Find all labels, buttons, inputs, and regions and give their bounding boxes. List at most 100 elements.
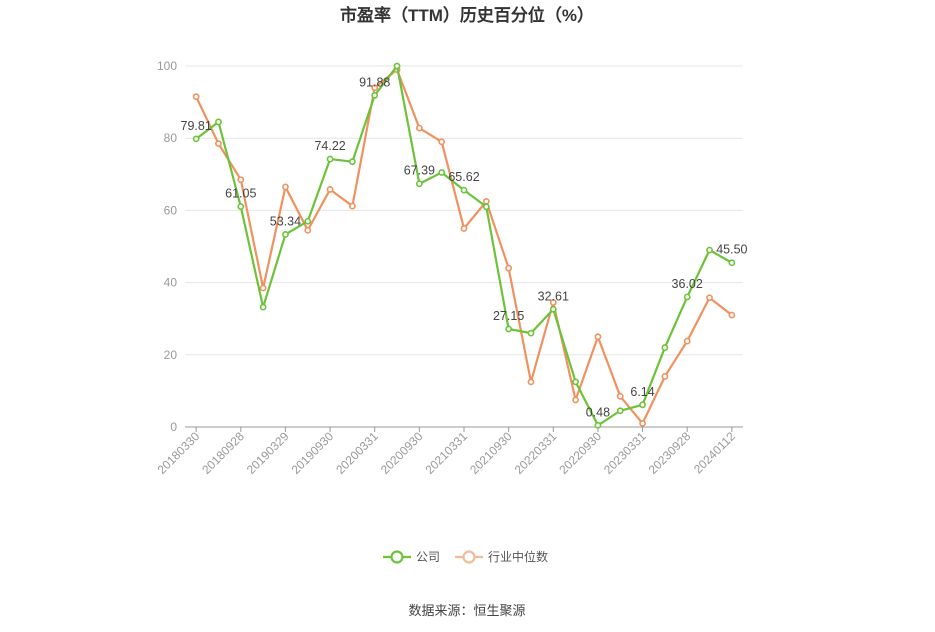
y-tick-label: 60 <box>164 203 178 217</box>
legend-marker <box>462 550 476 564</box>
data-point[interactable] <box>259 303 267 311</box>
data-point[interactable] <box>215 118 222 126</box>
data-label: 74.22 <box>314 139 345 153</box>
data-point[interactable] <box>594 421 602 429</box>
y-tick-label: 100 <box>157 59 177 73</box>
data-point[interactable] <box>438 169 446 176</box>
data-point[interactable] <box>304 226 312 234</box>
x-tick-label: 20190930 <box>289 429 337 477</box>
chart-title: 市盈率（TTM）历史百分位（%） <box>340 5 594 25</box>
data-point[interactable] <box>527 329 535 337</box>
data-point[interactable] <box>259 284 267 292</box>
data-label: 67.39 <box>404 164 435 178</box>
data-point[interactable] <box>415 124 423 132</box>
x-tick-label: 20230928 <box>646 429 694 477</box>
data-point[interactable] <box>572 378 579 386</box>
series-line <box>195 68 733 425</box>
x-tick-label: 20210930 <box>467 429 515 477</box>
data-point[interactable] <box>527 378 535 386</box>
data-point[interactable] <box>371 84 379 92</box>
legend-item-0[interactable]: 公司 <box>383 550 440 564</box>
x-tick-label: 20220930 <box>556 429 604 477</box>
data-point[interactable] <box>661 344 669 351</box>
y-tick-label: 0 <box>170 420 177 434</box>
data-point[interactable] <box>616 392 624 400</box>
y-tick-label: 40 <box>164 276 178 290</box>
data-point[interactable] <box>572 396 579 404</box>
legend-marker <box>390 550 404 564</box>
data-point[interactable] <box>192 135 200 143</box>
data-label: 36.02 <box>672 277 703 291</box>
data-label: 79.81 <box>181 119 212 133</box>
data-point[interactable] <box>282 231 289 238</box>
series-1 <box>192 66 736 427</box>
data-point[interactable] <box>639 401 646 409</box>
y-tick-label: 20 <box>164 348 178 362</box>
series-line <box>195 64 733 427</box>
data-point[interactable] <box>639 419 646 427</box>
data-point[interactable] <box>348 202 356 210</box>
legend-item-1[interactable]: 行业中位数 <box>455 549 548 564</box>
data-point[interactable] <box>371 91 379 99</box>
data-point[interactable] <box>282 183 289 191</box>
data-point[interactable] <box>415 180 423 188</box>
data-point[interactable] <box>460 186 468 194</box>
x-tick-label: 20190329 <box>244 429 292 477</box>
data-label: 32.61 <box>538 289 569 303</box>
data-point[interactable] <box>237 176 245 184</box>
x-tick-label: 20230331 <box>601 429 649 477</box>
data-point[interactable] <box>482 197 490 205</box>
x-tick-label: 20200930 <box>378 429 426 477</box>
data-point[interactable] <box>505 264 513 272</box>
data-point[interactable] <box>237 203 245 211</box>
data-point[interactable] <box>728 311 736 319</box>
data-point[interactable] <box>616 407 624 415</box>
grid-lines <box>185 65 743 356</box>
data-point[interactable] <box>683 293 691 301</box>
data-point[interactable] <box>683 337 691 345</box>
data-label: 27.15 <box>493 309 524 323</box>
data-label: 6.14 <box>630 385 654 399</box>
data-point[interactable] <box>215 140 222 148</box>
data-point[interactable] <box>460 225 468 232</box>
data-point[interactable] <box>304 217 312 225</box>
data-point[interactable] <box>192 93 200 101</box>
data-source: 数据来源：恒生聚源 <box>408 603 525 618</box>
data-point[interactable] <box>393 62 401 70</box>
data-point[interactable] <box>549 299 557 306</box>
legend: 公司 行业中位数 <box>383 549 548 564</box>
data-point[interactable] <box>505 325 513 333</box>
series-0 <box>192 62 736 429</box>
data-point[interactable] <box>326 186 334 193</box>
data-point[interactable] <box>326 155 334 163</box>
y-axis-ticks: 0 20 40 60 80 100 <box>157 59 177 434</box>
series-lines <box>192 62 736 429</box>
x-axis: 2018033020180928201903292019093020200331… <box>155 426 743 477</box>
x-tick-label: 20180330 <box>155 429 203 477</box>
data-label: 0.48 <box>586 405 610 419</box>
legend-label: 行业中位数 <box>488 549 548 564</box>
x-tick-label: 20240112 <box>691 429 738 476</box>
x-tick-label: 20180928 <box>199 429 247 477</box>
data-label: 65.62 <box>448 170 479 184</box>
x-tick-label: 20220331 <box>512 429 560 477</box>
data-labels: 79.81 61.05 53.34 74.22 91.88 67.39 65.62 27.15… <box>181 75 748 419</box>
y-tick-label: 80 <box>164 131 178 145</box>
data-point[interactable] <box>482 203 490 211</box>
data-point[interactable] <box>661 373 669 380</box>
legend-label: 公司 <box>416 550 440 564</box>
x-tick-label: 20200331 <box>333 429 381 477</box>
data-label: 61.05 <box>225 187 256 201</box>
data-point[interactable] <box>728 259 736 267</box>
x-tick-label: 20210331 <box>422 429 470 477</box>
data-label: 91.88 <box>359 75 390 89</box>
data-point[interactable] <box>706 246 713 254</box>
data-point[interactable] <box>348 158 356 166</box>
data-point[interactable] <box>438 138 446 146</box>
data-point[interactable] <box>594 333 602 341</box>
data-point[interactable] <box>706 294 713 302</box>
data-label: 45.50 <box>716 243 747 257</box>
data-point[interactable] <box>549 305 557 313</box>
data-label: 53.34 <box>270 214 301 228</box>
